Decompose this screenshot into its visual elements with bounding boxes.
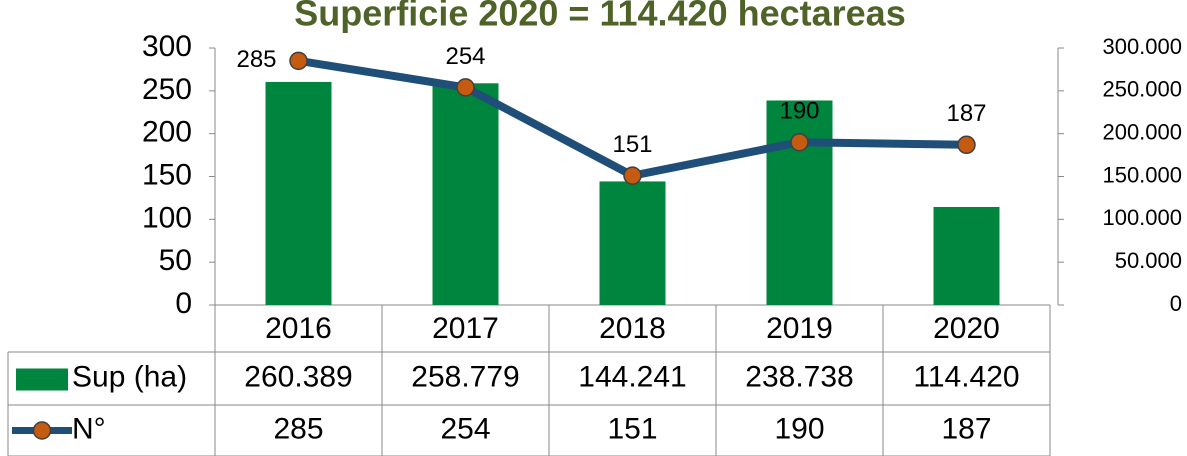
data-label: 151 (612, 131, 652, 158)
data-label: 187 (946, 100, 986, 127)
line (297, 56, 967, 180)
y2-tick-label: 150.000 (1102, 162, 1182, 187)
legend-label: Sup (ha) (72, 360, 187, 393)
data-label: 254 (445, 43, 485, 70)
legend-label: N° (72, 412, 106, 445)
marker (957, 135, 976, 155)
y-tick-label: 150 (142, 158, 192, 191)
x-tick-label: 2016 (265, 312, 332, 345)
y2-tick-label: 200.000 (1102, 119, 1182, 144)
table-cell: 144.241 (578, 360, 686, 393)
y2-tick-label: 100.000 (1102, 205, 1182, 230)
marker (623, 166, 642, 185)
y2-tick-label: 50.000 (1115, 248, 1182, 273)
table-cell: 258.779 (411, 360, 519, 393)
y-tick-label: 300 (142, 30, 192, 63)
y-tick-label: 0 (175, 287, 192, 320)
x-tick-label: 2020 (933, 312, 1000, 345)
y2-tick-label: 0 (1170, 291, 1182, 316)
y2-tick-label: 300.000 (1102, 34, 1182, 59)
table-cell: 114.420 (913, 360, 1019, 393)
data-label: 285 (236, 46, 276, 73)
table-cell: 151 (607, 412, 657, 445)
y2-tick-label: 250.000 (1102, 77, 1182, 102)
marker (289, 51, 308, 71)
y-tick-label: 100 (142, 201, 192, 234)
table-cell: 238.738 (745, 360, 853, 393)
x-tick-label: 2017 (432, 312, 499, 345)
bar (933, 206, 1000, 305)
y-tick-label: 50 (159, 244, 192, 277)
bar (432, 83, 499, 306)
table-cell: 190 (774, 412, 824, 445)
chart-title: Superficie 2020 = 114.420 hectareas (294, 0, 905, 34)
y-tick-label: 200 (142, 116, 192, 149)
table-cell: 254 (440, 412, 490, 445)
table-cell: 187 (941, 412, 991, 445)
table-cell: 260.389 (244, 360, 352, 393)
y-tick-label: 250 (142, 73, 192, 106)
x-tick-label: 2019 (766, 312, 833, 345)
data-label: 190 (779, 98, 819, 125)
marker (456, 78, 475, 97)
table-cell: 285 (273, 412, 323, 445)
legend-key (16, 368, 68, 391)
marker (790, 132, 809, 152)
bar (265, 81, 332, 305)
x-tick-label: 2018 (599, 312, 666, 345)
legend-key (32, 421, 52, 440)
bar (766, 100, 833, 305)
bar (599, 181, 666, 305)
